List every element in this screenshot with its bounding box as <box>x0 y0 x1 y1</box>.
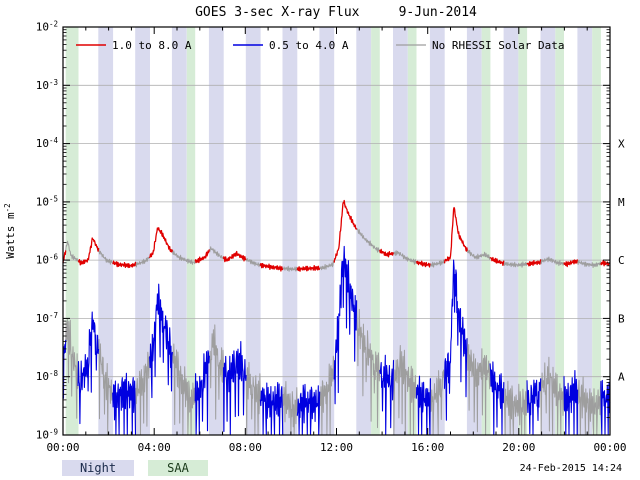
legend-no-rhessi-data-label: No RHESSI Solar Data <box>432 39 564 52</box>
x-tick-label: 08:00 <box>229 441 262 454</box>
plot-legend: 1.0 to 8.0 A 0.5 to 4.0 A No RHESSI Solar … <box>76 39 564 52</box>
y-tick-label: 10-9 <box>36 428 58 442</box>
x-tick-label: 20:00 <box>502 441 535 454</box>
y-tick-label: 10-8 <box>36 369 59 383</box>
y-tick-label: 10-4 <box>36 136 59 150</box>
no-rhessi-data-lines <box>64 227 602 436</box>
goes-class-label: B <box>618 312 625 325</box>
goes-class-label: A <box>618 371 625 384</box>
y-tick-label: 10-2 <box>36 20 58 34</box>
chart-title: GOES 3-sec X-ray Flux 9-Jun-2014 <box>195 5 477 20</box>
y-axis-title: Watts m-2 <box>3 203 17 258</box>
y-tick-label: 10-6 <box>36 253 59 267</box>
goes-class-label: C <box>618 254 625 267</box>
legend-long-channel-label: 1.0 to 8.0 A <box>112 39 192 52</box>
goes-class-label: M <box>618 196 625 209</box>
goes-class-label: X <box>618 138 625 151</box>
gridlines <box>63 84 610 378</box>
x-tick-label: 04:00 <box>138 441 171 454</box>
axis-labels: 00:00 04:00 08:00 12:00 16:00 20:00 00:00 10-2 1… <box>3 20 627 455</box>
creation-timestamp: 24-Feb-2015 14:24 <box>519 463 622 474</box>
saa-legend-swatch: SAA <box>148 460 208 476</box>
x-tick-label: 16:00 <box>411 441 444 454</box>
x-tick-label: 00:00 <box>593 441 626 454</box>
y-tick-label: 10-5 <box>36 194 58 208</box>
axis-ticks <box>62 26 611 436</box>
y-tick-label: 10-3 <box>36 78 58 92</box>
legend-short-channel-label: 0.5 to 4.0 A <box>269 39 349 52</box>
goes-flux-lines <box>62 199 611 436</box>
y-tick-label: 10-7 <box>36 311 58 325</box>
x-tick-label: 00:00 <box>46 441 79 454</box>
night-legend-swatch: Night <box>62 460 134 476</box>
night-bands <box>98 27 593 435</box>
x-tick-label: 12:00 <box>320 441 353 454</box>
